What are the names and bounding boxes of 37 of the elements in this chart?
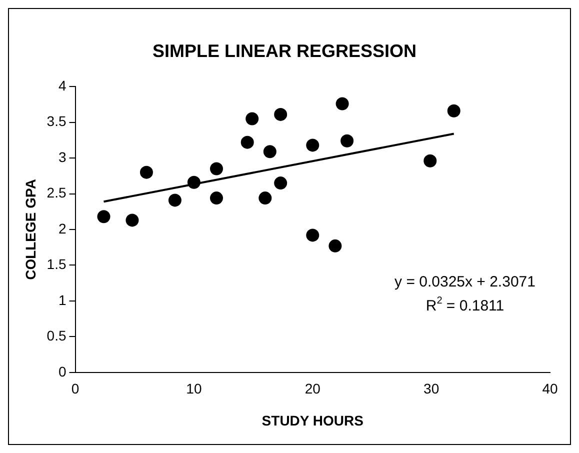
x-tick-label: 10 (186, 380, 202, 397)
point (263, 145, 276, 158)
y-tick-label: 4 (58, 77, 66, 94)
point (340, 134, 354, 148)
y-tick-label: 3 (58, 148, 66, 165)
point (168, 194, 182, 207)
point (258, 192, 272, 205)
annotation: y = 0.0325x + 2.3071 (394, 274, 536, 291)
point (210, 192, 223, 205)
x-tick-label: 0 (71, 380, 80, 397)
point (306, 138, 320, 152)
x-tick-label: 40 (542, 380, 558, 397)
y-tick-label: 3.5 (46, 113, 66, 130)
point (328, 239, 342, 252)
point (274, 176, 288, 190)
point (240, 136, 254, 149)
point (447, 104, 460, 118)
y-tick-label: 0.5 (46, 328, 66, 344)
x-tick-label: 20 (304, 380, 321, 397)
chart-title: SIMPLE LINEAR REGRESSION (152, 40, 417, 61)
point (246, 112, 259, 126)
point (306, 228, 320, 242)
point (140, 166, 153, 179)
y-tick-label: 0 (58, 363, 66, 380)
point (97, 210, 110, 224)
point (336, 97, 349, 110)
y-tick-label: 2 (58, 220, 66, 236)
y-tick-label: 1.5 (46, 256, 66, 272)
point (126, 214, 139, 227)
y-axis-title: COLLEGE GPA (22, 179, 38, 280)
point (210, 162, 223, 176)
point (274, 108, 288, 121)
y-tick-label: 2.5 (46, 184, 66, 201)
y-tick-label: 1 (58, 292, 66, 308)
point (424, 154, 437, 168)
x-tick-label: 30 (424, 380, 440, 397)
point (187, 176, 200, 189)
